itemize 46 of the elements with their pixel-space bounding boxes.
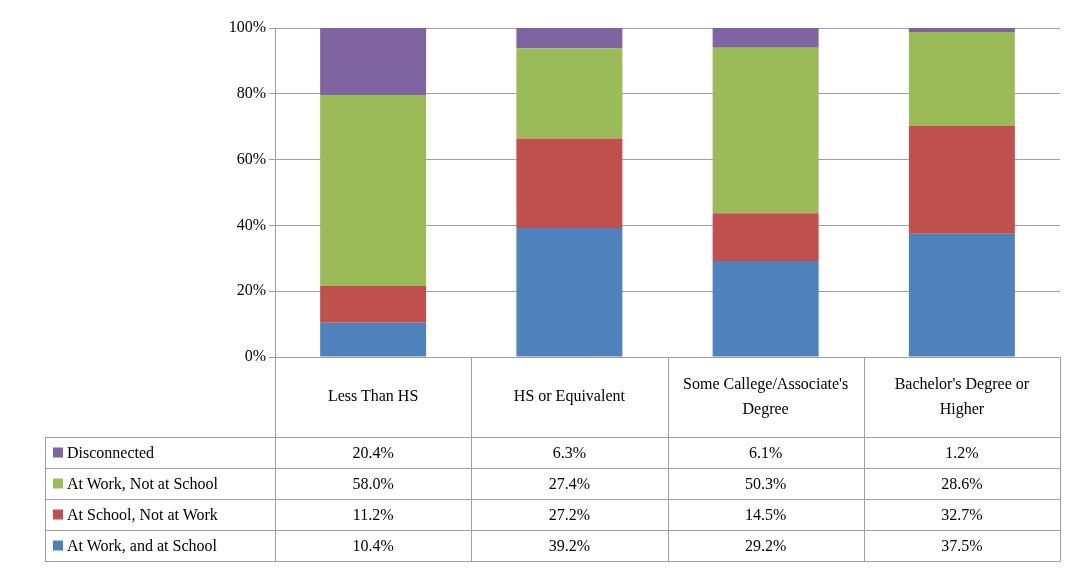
bar xyxy=(908,233,1015,357)
data-label: 50.3% xyxy=(744,474,787,492)
data-label: 27.2% xyxy=(548,505,591,523)
data-label: 6.1% xyxy=(748,443,783,461)
data-label: 20.4% xyxy=(352,443,394,461)
data-label: 32.7% xyxy=(941,505,983,523)
bar xyxy=(712,28,819,48)
data-label: 28.6% xyxy=(941,474,983,492)
bar xyxy=(908,28,1015,32)
bar xyxy=(320,285,427,323)
bar xyxy=(516,228,623,357)
y-tick-label: 0% xyxy=(244,347,266,365)
data-label: 1.2% xyxy=(945,443,979,461)
x-tick-label: HS or Equivalent xyxy=(513,387,626,406)
bar xyxy=(908,31,1015,127)
x-tick-label: Less Than HS xyxy=(327,387,419,405)
y-tick-label: 80% xyxy=(236,84,266,101)
bar xyxy=(516,138,623,229)
data-label: 11.2% xyxy=(352,505,394,523)
bar xyxy=(712,47,819,214)
data-label: 10.4% xyxy=(352,536,394,554)
y-tick-label: 20% xyxy=(236,281,266,299)
y-tick-label: 40% xyxy=(236,215,266,233)
legend-label: Disconnected xyxy=(67,443,155,461)
y-tick-label: 100% xyxy=(228,18,266,36)
bar xyxy=(712,260,819,357)
bar xyxy=(320,95,427,286)
data-label: 39.2% xyxy=(548,536,591,554)
data-label: 29.2% xyxy=(744,536,787,554)
data-label: 58.0% xyxy=(352,474,394,492)
x-tick-label: Some Callege/Associate's Degree xyxy=(683,374,849,418)
data-label: 6.3% xyxy=(552,443,587,461)
bar xyxy=(516,28,623,49)
bar xyxy=(320,322,427,357)
legend-label: At Work, and at School xyxy=(67,536,218,554)
data-label: 27.4% xyxy=(548,474,591,492)
bar xyxy=(320,28,427,96)
x-tick-label: Bachelor's Degree or Higher xyxy=(894,374,1030,418)
legend-label: At School, Not at Work xyxy=(67,505,218,523)
bar xyxy=(712,213,819,261)
y-tick-label: 60% xyxy=(236,149,266,167)
data-label: 37.5% xyxy=(941,536,983,554)
bar xyxy=(908,126,1015,234)
bar xyxy=(516,48,623,139)
legend-label: At Work, Not at School xyxy=(67,474,219,492)
data-label: 14.5% xyxy=(744,505,787,523)
